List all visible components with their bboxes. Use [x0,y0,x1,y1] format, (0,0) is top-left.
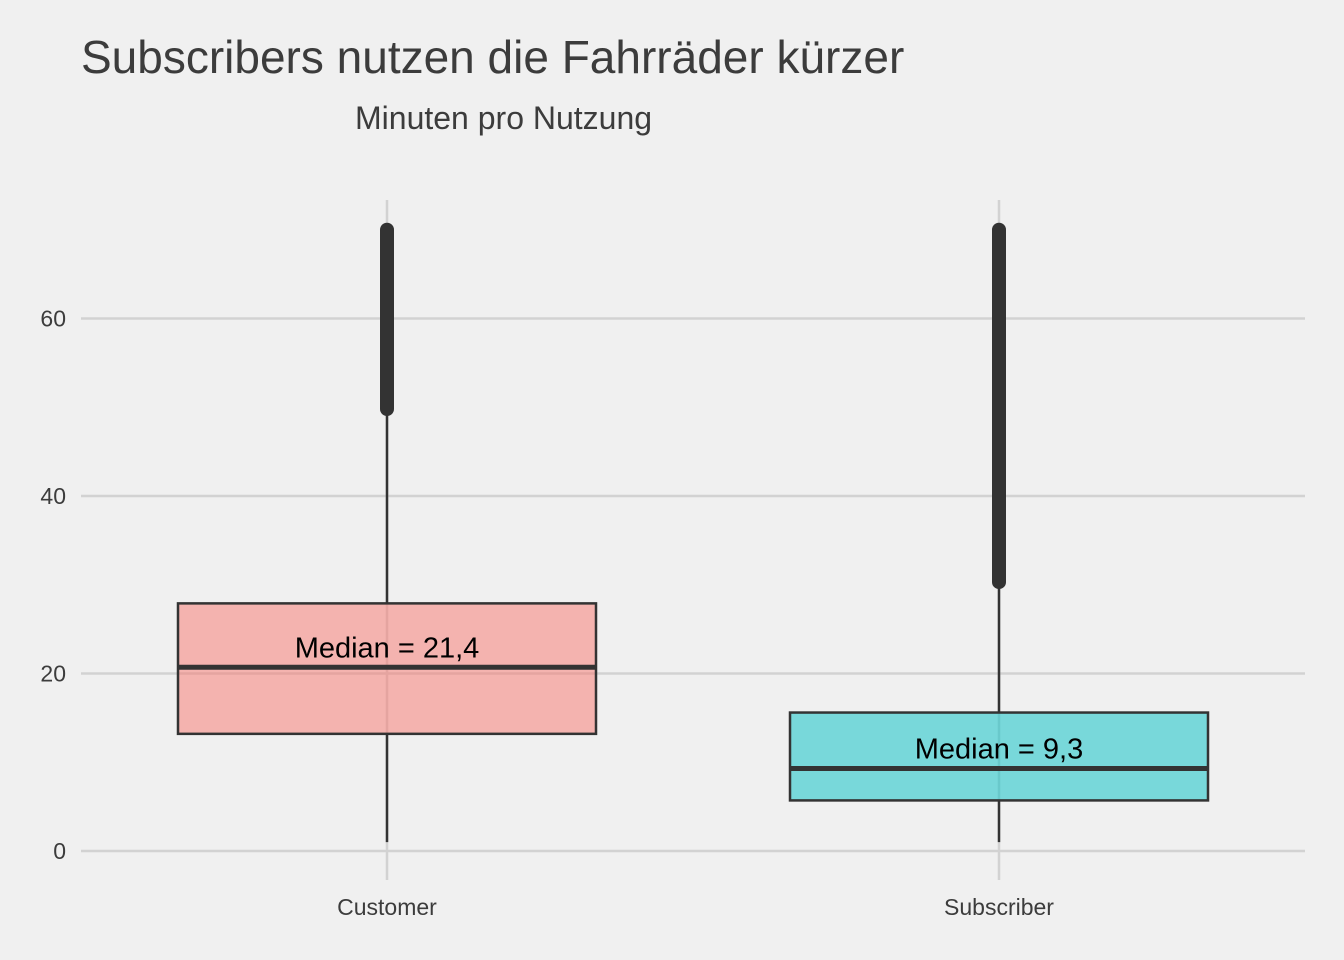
x-tick-label: Subscriber [944,894,1054,920]
y-axis-tick-labels: 0 20 40 60 [40,306,66,865]
chart-title: Subscribers nutzen die Fahrräder kürzer [81,31,905,83]
chart-subtitle: Minuten pro Nutzung [355,100,653,136]
y-tick-label: 40 [40,483,66,509]
y-tick-label: 20 [40,661,66,687]
median-label: Median = 21,4 [295,632,480,664]
box-customer: Median = 21,4 [176,222,598,843]
y-tick-label: 60 [40,306,66,332]
y-tick-label: 0 [53,838,66,864]
median-label: Median = 9,3 [915,733,1083,765]
iqr-box [788,711,1210,802]
x-axis-tick-labels: Customer Subscriber [337,894,1054,920]
x-tick-label: Customer [337,894,437,920]
box-subscriber: Median = 9,3 [788,222,1210,843]
boxes: Median = 21,4 Median = 9,3 [176,222,1210,843]
